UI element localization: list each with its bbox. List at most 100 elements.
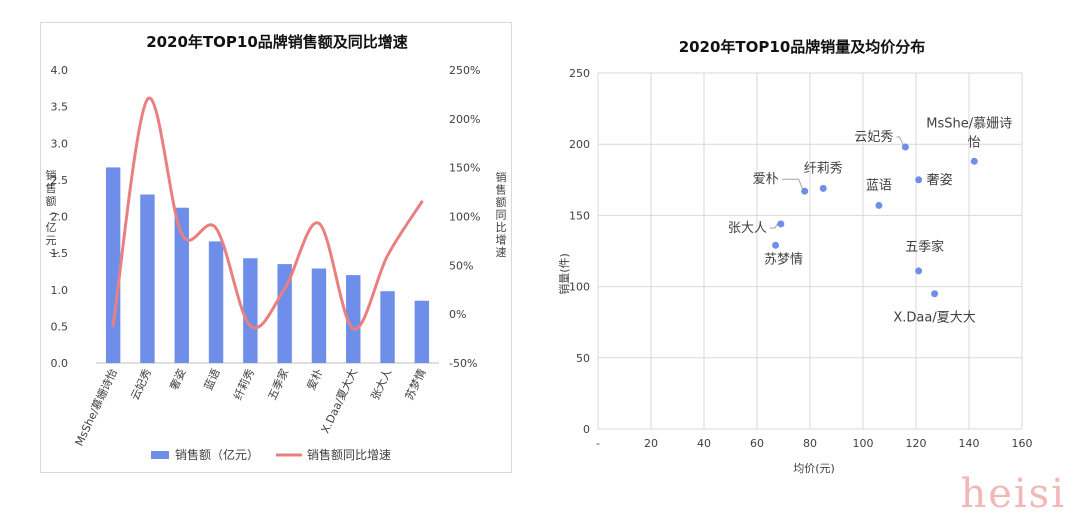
category-tick-label: 纤莉秀 — [231, 367, 257, 402]
svg-text:(: ( — [48, 212, 61, 216]
svg-text:比: 比 — [496, 221, 507, 234]
y-axis-title: 销量(件) — [557, 253, 571, 295]
point-label: 怡 — [968, 135, 981, 150]
point-label: 苏梦情 — [764, 251, 803, 267]
sales-chart-legend: 销售额（亿元） 销售额同比增速 — [151, 447, 391, 462]
sales-y-tick: 1.5 — [51, 247, 69, 260]
sales-chart: 2020年TOP10品牌销售额及同比增速 0.0 0.5 1.0 1.5 2.0 2.5 3… — [46, 33, 507, 462]
svg-text:亿: 亿 — [46, 221, 57, 234]
svg-text:售: 售 — [496, 183, 507, 197]
scatter-point — [875, 201, 883, 209]
sales-bar — [414, 300, 430, 363]
sales-bar — [311, 268, 327, 363]
scatter-y-tick: 200 — [569, 138, 590, 151]
growth-y-tick: 50% — [449, 259, 473, 272]
sales-y-tick: 3.0 — [51, 137, 69, 150]
point-label: MsShe/慕姗诗 — [926, 115, 1012, 131]
growth-axis-title: 销售额同比增速 — [496, 170, 507, 259]
scatter-point — [801, 187, 809, 195]
scatter-point — [970, 157, 978, 165]
point-label: 五季家 — [905, 239, 944, 255]
svg-text:销: 销 — [46, 168, 57, 182]
scatter-x-tick: 40 — [697, 437, 711, 450]
category-tick-label: 蓝语 — [202, 367, 223, 392]
scatter-y-tick: 150 — [569, 209, 590, 222]
label-leader-line — [781, 178, 804, 190]
scatter-x-tick: 160 — [1012, 437, 1033, 450]
sales-bar — [380, 291, 395, 363]
label-leader-line — [896, 136, 904, 146]
scatter-x-tick: 140 — [959, 437, 980, 450]
scatter-y-tick: 100 — [569, 281, 590, 294]
legend-line-label: 销售额同比增速 — [307, 447, 391, 462]
sales-bar — [174, 207, 189, 363]
scatter-y-tick: 0 — [583, 423, 590, 436]
point-label: 纤莉秀 — [804, 161, 843, 176]
svg-text:额: 额 — [46, 195, 57, 208]
point-label: 张大人 — [728, 221, 767, 236]
svg-text:额: 额 — [496, 196, 507, 209]
svg-text:售: 售 — [46, 181, 57, 195]
scatter-y-tick: 50 — [576, 352, 590, 365]
scatter-point — [915, 176, 923, 184]
sales-bar — [140, 194, 155, 363]
sales-y-tick: 2.5 — [51, 174, 69, 187]
scatter-x-tick: 120 — [906, 437, 927, 450]
category-tick-label: 云妃秀 — [128, 366, 155, 402]
sales-y-tick: 3.5 — [51, 101, 69, 114]
point-label: 云妃秀 — [854, 130, 893, 145]
category-tick-label: 奢姿 — [166, 366, 188, 392]
scatter-point — [772, 241, 780, 249]
scatter-point — [819, 184, 827, 192]
x-axis-title: 均价(元) — [793, 462, 835, 475]
point-label: 奢姿 — [927, 172, 953, 188]
scatter-y-tick: 250 — [569, 67, 590, 80]
svg-text:元: 元 — [46, 234, 57, 247]
svg-text:速: 速 — [496, 246, 507, 259]
growth-y-tick: 100% — [449, 211, 480, 224]
category-tick-label: 苏梦情 — [403, 367, 429, 402]
point-label: X.Daa/夏大大 — [893, 311, 975, 326]
sales-y-tick: 0.5 — [51, 320, 69, 333]
svg-text:同: 同 — [496, 209, 507, 222]
legend-bar-swatch — [151, 451, 169, 459]
growth-y-tick: 150% — [449, 162, 480, 175]
growth-y-tick: 0% — [449, 308, 466, 321]
scatter-x-tick: 100 — [853, 437, 874, 450]
sales-bar — [243, 258, 258, 363]
scatter-x-tick: 20 — [644, 437, 658, 450]
scatter-x-tick: - — [596, 437, 600, 450]
sales-chart-title: 2020年TOP10品牌销售额及同比增速 — [146, 33, 408, 51]
scatter-chart-title: 2020年TOP10品牌销量及均价分布 — [679, 38, 926, 56]
category-tick-label: MsShe/慕姗诗怡 — [72, 366, 120, 448]
scatter-point — [777, 220, 785, 228]
category-tick-label: 张大人 — [368, 366, 395, 402]
point-label: 蓝语 — [866, 178, 892, 193]
svg-text:销: 销 — [496, 170, 507, 184]
svg-text:增: 增 — [496, 233, 507, 247]
sales-y-tick: 0.0 — [51, 357, 69, 370]
scatter-point — [901, 143, 909, 151]
sales-bar — [277, 264, 292, 363]
growth-y-tick: 200% — [449, 113, 480, 126]
scatter-point — [931, 290, 939, 298]
volume-price-chart: 2020年TOP10品牌销量及均价分布 0 50 100 150 200 250 - 20 4… — [557, 38, 1033, 475]
sales-y-tick: 4.0 — [51, 64, 69, 77]
svg-text:): ) — [48, 251, 61, 255]
growth-y-tick: -50% — [449, 357, 477, 370]
growth-y-tick: 250% — [449, 64, 480, 77]
category-tick-label: 爱朴 — [304, 366, 326, 392]
sales-bar — [346, 275, 361, 363]
sales-axis-title: 销售额 ( 亿元) — [46, 168, 62, 255]
point-label: 爱朴 — [753, 172, 779, 187]
growth-line — [111, 96, 424, 331]
sales-bar — [208, 241, 224, 363]
volume-price-chart-panel: 2020年TOP10品牌销量及均价分布 0 50 100 150 200 250 - 20 4… — [540, 22, 1040, 482]
sales-y-tick: 1.0 — [51, 284, 69, 297]
sales-y-tick: 2.0 — [51, 211, 69, 224]
category-tick-label: 五季家 — [265, 366, 292, 402]
scatter-x-tick: 60 — [750, 437, 764, 450]
legend-bar-label: 销售额（亿元） — [175, 447, 259, 462]
sales-bar — [105, 167, 121, 363]
category-tick-label: X.Daa/夏大大 — [318, 366, 360, 435]
